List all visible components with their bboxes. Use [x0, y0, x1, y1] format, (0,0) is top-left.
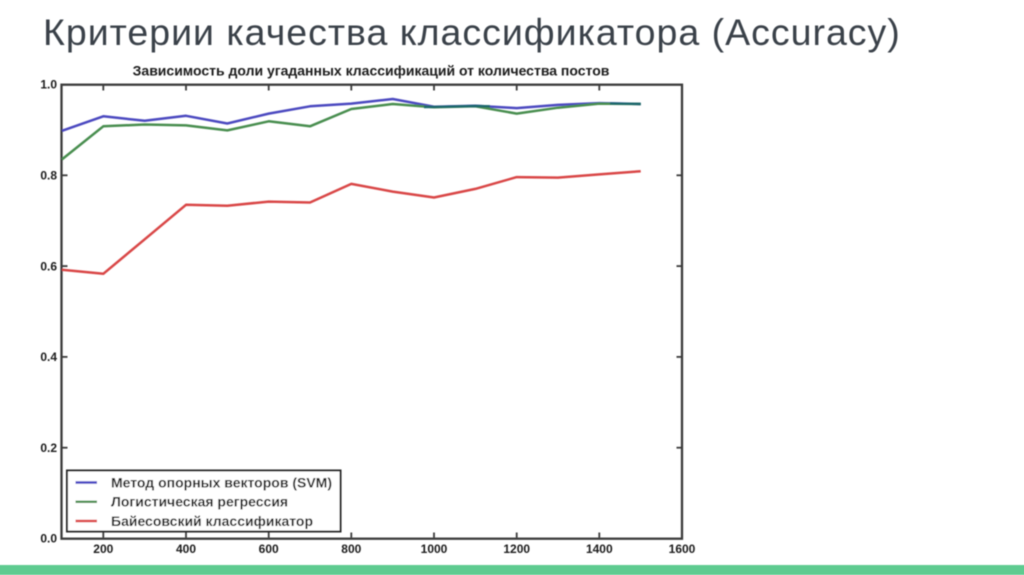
svg-text:0.8: 0.8	[40, 169, 57, 183]
svg-text:Метод опорных векторов (SVM): Метод опорных векторов (SVM)	[111, 474, 332, 490]
svg-text:1400: 1400	[586, 542, 613, 556]
svg-text:Логистическая регрессия: Логистическая регрессия	[111, 494, 288, 510]
svg-text:1000: 1000	[421, 542, 448, 556]
svg-text:0.2: 0.2	[40, 441, 57, 455]
svg-text:0.0: 0.0	[40, 532, 57, 546]
svg-text:Зависимость доли угаданных кла: Зависимость доли угаданных классификаций…	[133, 63, 610, 79]
svg-text:1200: 1200	[503, 542, 530, 556]
svg-text:200: 200	[93, 542, 113, 556]
svg-text:600: 600	[259, 542, 279, 556]
svg-text:400: 400	[176, 542, 196, 556]
svg-text:Байесовский классификатор: Байесовский классификатор	[111, 513, 313, 529]
svg-text:800: 800	[341, 542, 361, 556]
svg-text:0.6: 0.6	[40, 259, 57, 273]
svg-text:1.0: 1.0	[40, 78, 57, 92]
svg-text:1600: 1600	[669, 542, 696, 556]
svg-text:0.4: 0.4	[40, 350, 57, 364]
